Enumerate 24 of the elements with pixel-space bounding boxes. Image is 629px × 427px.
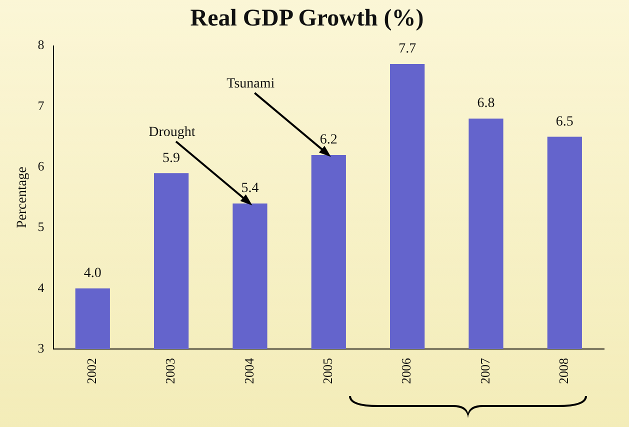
y-axis-title: Percentage	[15, 166, 30, 228]
data-label: 5.4	[241, 181, 259, 196]
x-tick-label: 2008	[556, 358, 572, 384]
data-label: 6.2	[320, 132, 338, 148]
y-tick-label: 8	[38, 37, 44, 52]
x-tick-label: 2004	[241, 358, 256, 384]
y-tick-label: 4	[38, 280, 45, 295]
x-tick-label: 2002	[84, 358, 100, 384]
x-tick-label: 2003	[162, 358, 178, 384]
y-tick-label: 7	[38, 98, 45, 113]
data-label: 6.5	[556, 114, 574, 130]
annotation: Tsunami	[226, 76, 275, 92]
data-label: 6.8	[477, 96, 495, 112]
y-tick-label: 3	[38, 340, 44, 356]
x-tick-label: 2007	[477, 358, 492, 384]
x-tick-label: 2006	[398, 358, 414, 384]
x-tick-label: 2005	[320, 358, 336, 384]
data-label: 5.9	[162, 150, 180, 166]
data-label: 4.0	[84, 266, 102, 282]
data-label: 7.7	[398, 42, 416, 57]
y-tick-label: 5	[38, 219, 44, 234]
annotation: Drought	[148, 125, 196, 140]
chart-title: Real GDP Growth (%)	[190, 6, 424, 32]
y-tick-label: 6	[38, 158, 45, 174]
